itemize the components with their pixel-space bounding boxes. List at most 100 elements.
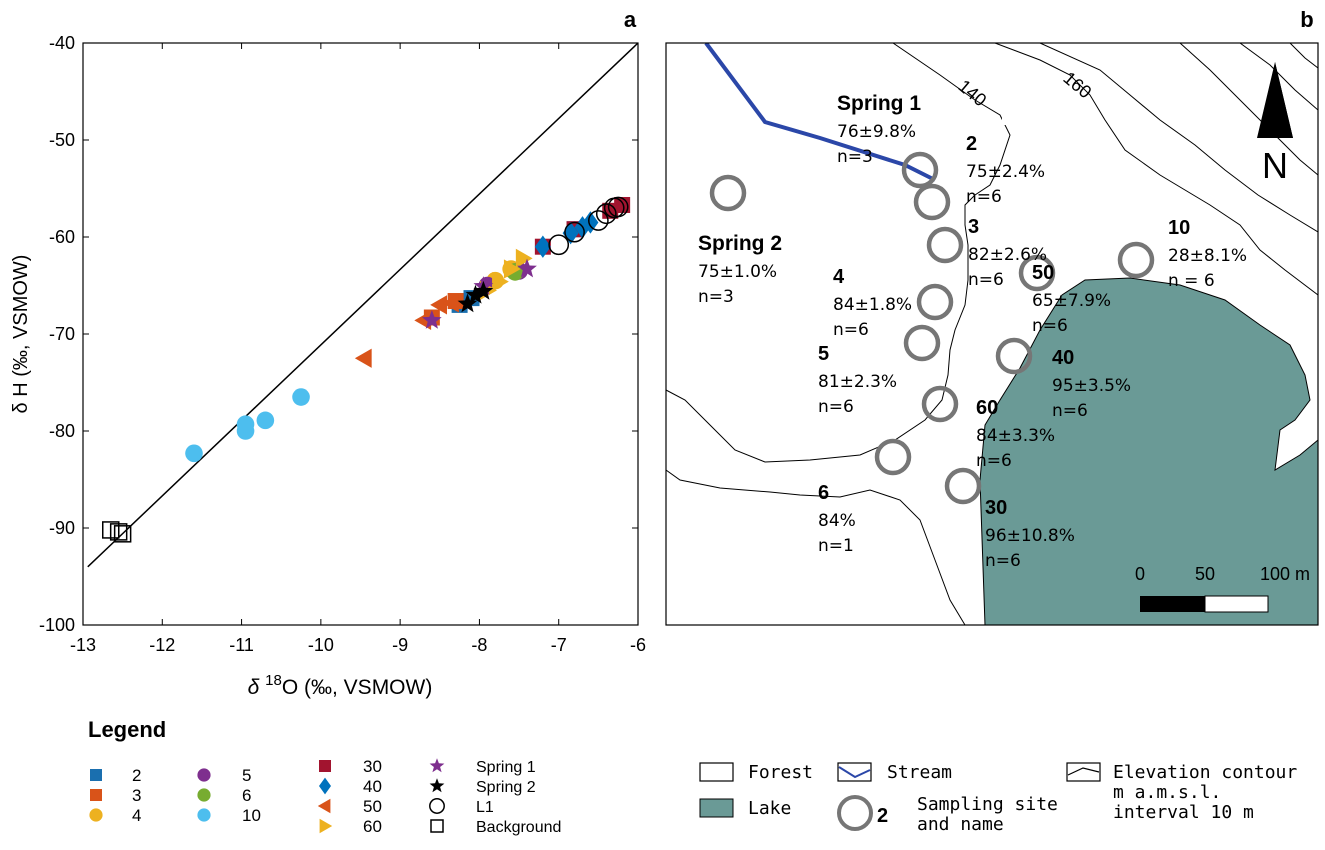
data-point <box>564 221 585 243</box>
y-tick-label: -50 <box>49 130 75 150</box>
scale-tick-100: 100 m <box>1260 564 1310 584</box>
legend-label: 60 <box>363 817 382 836</box>
site-stat: 75±2.4% <box>966 162 1045 182</box>
legend-marker <box>429 778 445 793</box>
stream-swatch <box>837 762 872 782</box>
y-tick-label: -100 <box>39 615 75 635</box>
x-tick-label: -13 <box>70 635 96 655</box>
data-point <box>473 280 494 300</box>
site-stat: 76±9.8% <box>837 122 916 142</box>
x-tick-label: -11 <box>229 635 254 655</box>
legend-label: Spring 2 <box>476 779 536 796</box>
legend-contour-line3: interval 10 m <box>1113 802 1254 823</box>
legend-site-line2: and name <box>917 814 1004 835</box>
site-stat: 84±3.3% <box>976 426 1055 446</box>
data-point <box>442 293 459 313</box>
site-n: n=3 <box>837 147 873 167</box>
site-name: 2 <box>966 133 977 155</box>
site-stat: 75±1.0% <box>698 262 777 282</box>
legend-label: 6 <box>242 786 251 805</box>
elevation-contours <box>666 43 1318 625</box>
legend-marker <box>429 758 445 773</box>
site-n: n=6 <box>1032 316 1068 336</box>
site-name: Spring 1 <box>837 92 921 115</box>
scale-tick-50: 50 <box>1195 564 1215 584</box>
sampling-sites <box>709 151 1155 505</box>
forest-swatch <box>699 762 734 782</box>
sampling-site-circle <box>1117 241 1155 279</box>
legend-marker <box>319 818 333 834</box>
site-n: n=1 <box>818 536 854 556</box>
legend-marker <box>90 769 102 781</box>
data-point <box>422 310 442 329</box>
legend-label: 5 <box>242 766 251 785</box>
site-name: 4 <box>833 266 845 288</box>
site-swatch <box>837 795 873 831</box>
scatter-plot: -13 -12 -11 -10 -9 -8 -7 -6 -100 -90 -80 -70 -60 -50… <box>39 33 646 655</box>
data-point <box>109 523 128 541</box>
map-legend: Forest Lake Stream 2 Sampling site and n… <box>699 762 1297 835</box>
legend-label: 4 <box>132 806 141 825</box>
legend-marker <box>319 777 331 795</box>
site-name: 3 <box>968 216 979 238</box>
x-axis-label: δ 18O (‰, VSMOW) <box>248 672 433 699</box>
data-point <box>515 248 533 268</box>
legend-label: 3 <box>132 786 141 805</box>
sampling-site-circle <box>916 283 954 321</box>
site-stat: 65±7.9% <box>1032 291 1111 311</box>
sampling-site-circle <box>901 151 939 189</box>
data-point <box>517 258 537 278</box>
sampling-site-circle <box>913 183 951 221</box>
site-n: n=6 <box>968 270 1004 290</box>
sampling-site-circle <box>1018 254 1056 292</box>
site-n: n=6 <box>976 451 1012 471</box>
sampling-site-circle <box>874 438 912 476</box>
contour-swatch <box>1066 762 1101 782</box>
site-n: n=6 <box>985 551 1021 571</box>
legend-marker <box>317 798 331 814</box>
y-tick-label: -70 <box>49 324 75 344</box>
stream <box>704 43 936 182</box>
contour-line <box>666 43 1011 463</box>
x-tick-label: -6 <box>630 635 646 655</box>
legend-label: 10 <box>242 806 261 825</box>
data-point <box>430 295 447 315</box>
sampling-site-circle <box>926 226 964 264</box>
site-name: 6 <box>818 482 829 504</box>
scale-tick-0: 0 <box>1135 564 1145 584</box>
legend-label: 40 <box>363 777 382 796</box>
legend-marker <box>197 808 211 822</box>
y-axis-label: δ H (‰, VSMOW) <box>10 255 32 414</box>
legend-title: Legend <box>88 717 166 742</box>
sampling-site-circle <box>903 324 941 362</box>
legend-marker <box>197 788 211 802</box>
sampling-site-circle <box>995 337 1033 375</box>
site-stat: 28±8.1% <box>1168 246 1247 266</box>
data-point <box>492 272 509 292</box>
y-axis-ticks: -100 -90 -80 -70 -60 -50 -40 <box>39 33 638 635</box>
lake-swatch <box>699 798 734 818</box>
data-point <box>185 444 203 463</box>
site-n: n=6 <box>833 320 869 340</box>
contour-line <box>666 469 966 625</box>
site-stat: 81±2.3% <box>818 372 897 392</box>
site-stat: 95±3.5% <box>1052 376 1131 396</box>
legend-label: 2 <box>132 766 141 785</box>
contour-swatch-line <box>1067 767 1100 776</box>
legend-label: Background <box>476 819 561 836</box>
data-point <box>465 284 486 304</box>
legend-marker <box>429 798 445 814</box>
north-arrow-icon <box>1257 62 1293 138</box>
stream-swatch-line <box>838 766 871 779</box>
data-point <box>113 525 132 543</box>
legend-label: Spring 1 <box>476 759 536 776</box>
sampling-site-circle <box>921 385 959 423</box>
y-tick-label: -60 <box>49 227 75 247</box>
x-tick-label: -9 <box>392 635 408 655</box>
plot-frame <box>82 42 639 626</box>
y-tick-label: -40 <box>49 33 75 53</box>
x-tick-label: -7 <box>551 635 567 655</box>
site-stat: 84% <box>818 511 856 531</box>
